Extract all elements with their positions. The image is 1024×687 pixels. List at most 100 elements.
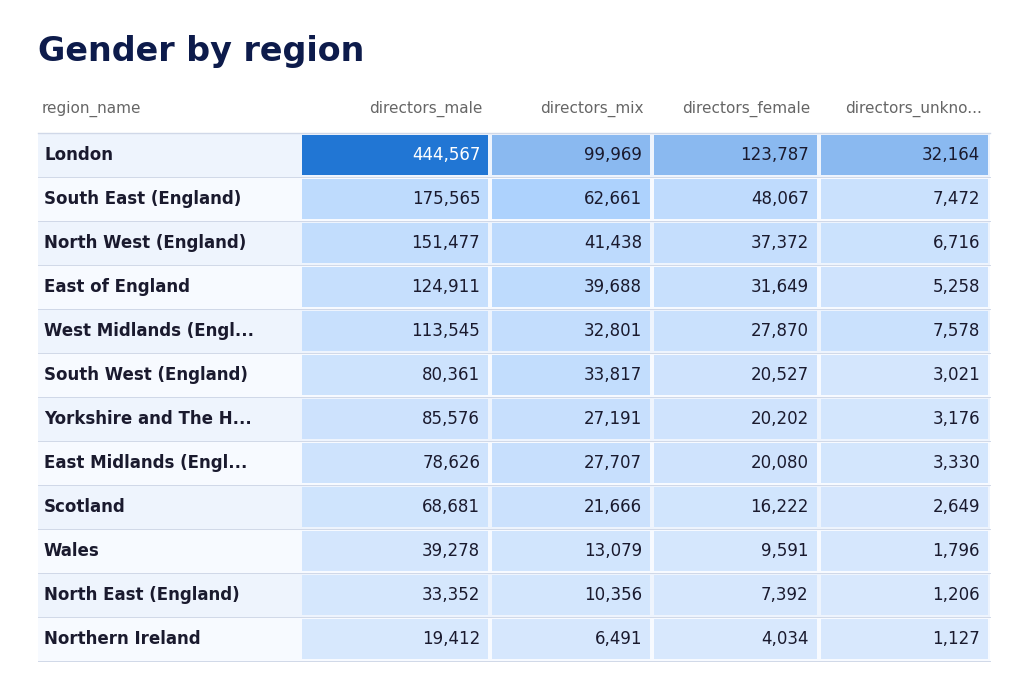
Text: 3,021: 3,021 — [932, 366, 980, 384]
Text: 3,176: 3,176 — [933, 410, 980, 428]
Text: 33,817: 33,817 — [584, 366, 642, 384]
Text: 151,477: 151,477 — [412, 234, 480, 252]
Text: 32,164: 32,164 — [922, 146, 980, 164]
Bar — [38, 529, 990, 573]
Text: London: London — [44, 146, 113, 164]
Bar — [38, 353, 990, 397]
Text: 68,681: 68,681 — [422, 498, 480, 516]
Text: 62,661: 62,661 — [584, 190, 642, 208]
Text: 78,626: 78,626 — [422, 454, 480, 472]
Text: 4,034: 4,034 — [761, 630, 809, 648]
Text: directors_female: directors_female — [682, 101, 811, 117]
Text: 6,491: 6,491 — [595, 630, 642, 648]
Bar — [302, 223, 488, 263]
Bar — [302, 179, 488, 219]
Bar — [493, 311, 650, 351]
Text: 99,969: 99,969 — [584, 146, 642, 164]
Bar — [302, 311, 488, 351]
Bar — [820, 311, 988, 351]
Text: North West (England): North West (England) — [44, 234, 246, 252]
Text: 37,372: 37,372 — [751, 234, 809, 252]
Text: 85,576: 85,576 — [422, 410, 480, 428]
Text: East Midlands (Engl...: East Midlands (Engl... — [44, 454, 248, 472]
Bar — [493, 531, 650, 571]
Text: 27,191: 27,191 — [584, 410, 642, 428]
Text: Wales: Wales — [44, 542, 99, 560]
Text: Gender by region: Gender by region — [38, 36, 365, 69]
Text: 31,649: 31,649 — [751, 278, 809, 296]
Bar — [820, 267, 988, 307]
Bar — [654, 619, 817, 659]
Bar — [38, 265, 990, 309]
Bar — [820, 135, 988, 175]
Text: 1,796: 1,796 — [933, 542, 980, 560]
Bar — [302, 531, 488, 571]
Bar — [38, 485, 990, 529]
Bar — [302, 399, 488, 439]
Bar — [38, 397, 990, 441]
Bar — [820, 223, 988, 263]
Text: Northern Ireland: Northern Ireland — [44, 630, 201, 648]
Bar — [654, 311, 817, 351]
Text: Scotland: Scotland — [44, 498, 126, 516]
Text: 80,361: 80,361 — [422, 366, 480, 384]
Bar — [38, 309, 990, 353]
Bar — [654, 179, 817, 219]
Bar — [38, 441, 990, 485]
Bar — [820, 179, 988, 219]
Bar — [493, 355, 650, 395]
Text: 21,666: 21,666 — [584, 498, 642, 516]
Bar — [493, 443, 650, 483]
Text: South East (England): South East (England) — [44, 190, 242, 208]
Text: 175,565: 175,565 — [412, 190, 480, 208]
Text: Yorkshire and The H...: Yorkshire and The H... — [44, 410, 252, 428]
Bar — [820, 399, 988, 439]
Bar — [302, 135, 488, 175]
Bar — [820, 487, 988, 527]
Text: 48,067: 48,067 — [751, 190, 809, 208]
Bar — [654, 575, 817, 615]
Bar — [493, 619, 650, 659]
Bar — [38, 221, 990, 265]
Bar — [493, 575, 650, 615]
Text: North East (England): North East (England) — [44, 586, 240, 604]
Text: region_name: region_name — [42, 101, 141, 117]
Bar — [302, 487, 488, 527]
Bar — [820, 531, 988, 571]
Bar — [493, 267, 650, 307]
Text: West Midlands (Engl...: West Midlands (Engl... — [44, 322, 254, 340]
Text: 7,392: 7,392 — [761, 586, 809, 604]
Text: 7,472: 7,472 — [933, 190, 980, 208]
Text: 6,716: 6,716 — [933, 234, 980, 252]
Bar — [302, 443, 488, 483]
Text: 113,545: 113,545 — [412, 322, 480, 340]
Text: 16,222: 16,222 — [751, 498, 809, 516]
Bar — [302, 619, 488, 659]
Text: 10,356: 10,356 — [584, 586, 642, 604]
Bar — [493, 179, 650, 219]
Text: 27,870: 27,870 — [751, 322, 809, 340]
Bar — [493, 135, 650, 175]
Text: 444,567: 444,567 — [412, 146, 480, 164]
Bar — [38, 617, 990, 661]
Bar — [38, 133, 990, 177]
Bar — [654, 487, 817, 527]
Bar — [38, 573, 990, 617]
Text: South West (England): South West (England) — [44, 366, 248, 384]
Bar — [820, 575, 988, 615]
Bar — [493, 223, 650, 263]
Text: 19,412: 19,412 — [422, 630, 480, 648]
Bar — [302, 575, 488, 615]
Text: 13,079: 13,079 — [584, 542, 642, 560]
Text: 7,578: 7,578 — [933, 322, 980, 340]
Bar — [820, 443, 988, 483]
Bar — [493, 399, 650, 439]
Text: directors_mix: directors_mix — [541, 101, 644, 117]
Text: 20,202: 20,202 — [751, 410, 809, 428]
Bar — [302, 355, 488, 395]
Bar — [654, 267, 817, 307]
Text: 39,278: 39,278 — [422, 542, 480, 560]
Text: directors_male: directors_male — [369, 101, 482, 117]
Bar — [654, 443, 817, 483]
Bar — [493, 487, 650, 527]
